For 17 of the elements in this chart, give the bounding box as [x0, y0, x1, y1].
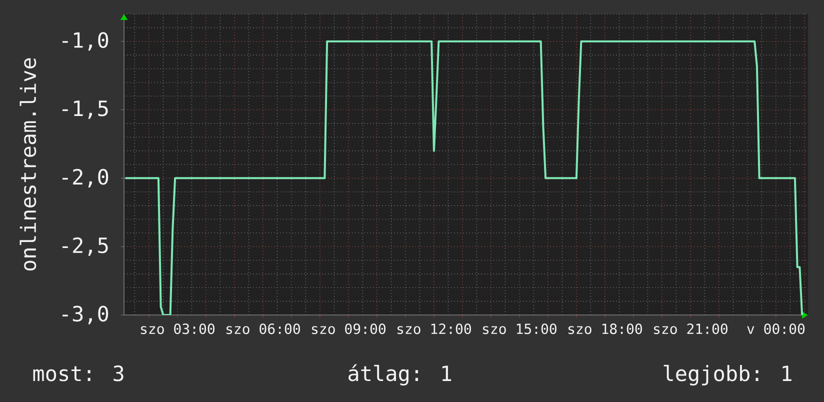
x-tick-label: szo 18:00 [568, 324, 642, 334]
text: legjobb: 1 [664, 364, 792, 386]
x-tick-label: szo 21:00 [654, 324, 728, 334]
text: most: 3 [33, 365, 124, 382]
y-tick-label: -2,0 [62, 168, 108, 188]
text: átlag: 1 [348, 364, 452, 386]
x-tick-label: szo 15:00 [482, 324, 556, 334]
y-tick-label: -1,0 [62, 32, 108, 51]
y-tick-label: -1,5 [62, 100, 108, 119]
x-tick-label: szo 09:00 [312, 324, 386, 334]
x-tick-label: szo 03:00 [140, 324, 214, 334]
x-tick-label: szo 12:00 [397, 324, 471, 334]
x-tick-label: szo 06:00 [226, 324, 300, 334]
y-axis-title: onlinestream.live [20, 58, 36, 271]
y-tick-label: -3,0 [62, 306, 108, 324]
y-tick-label: -2,5 [62, 237, 108, 256]
x-tick-label: v 00:00 [747, 324, 805, 334]
